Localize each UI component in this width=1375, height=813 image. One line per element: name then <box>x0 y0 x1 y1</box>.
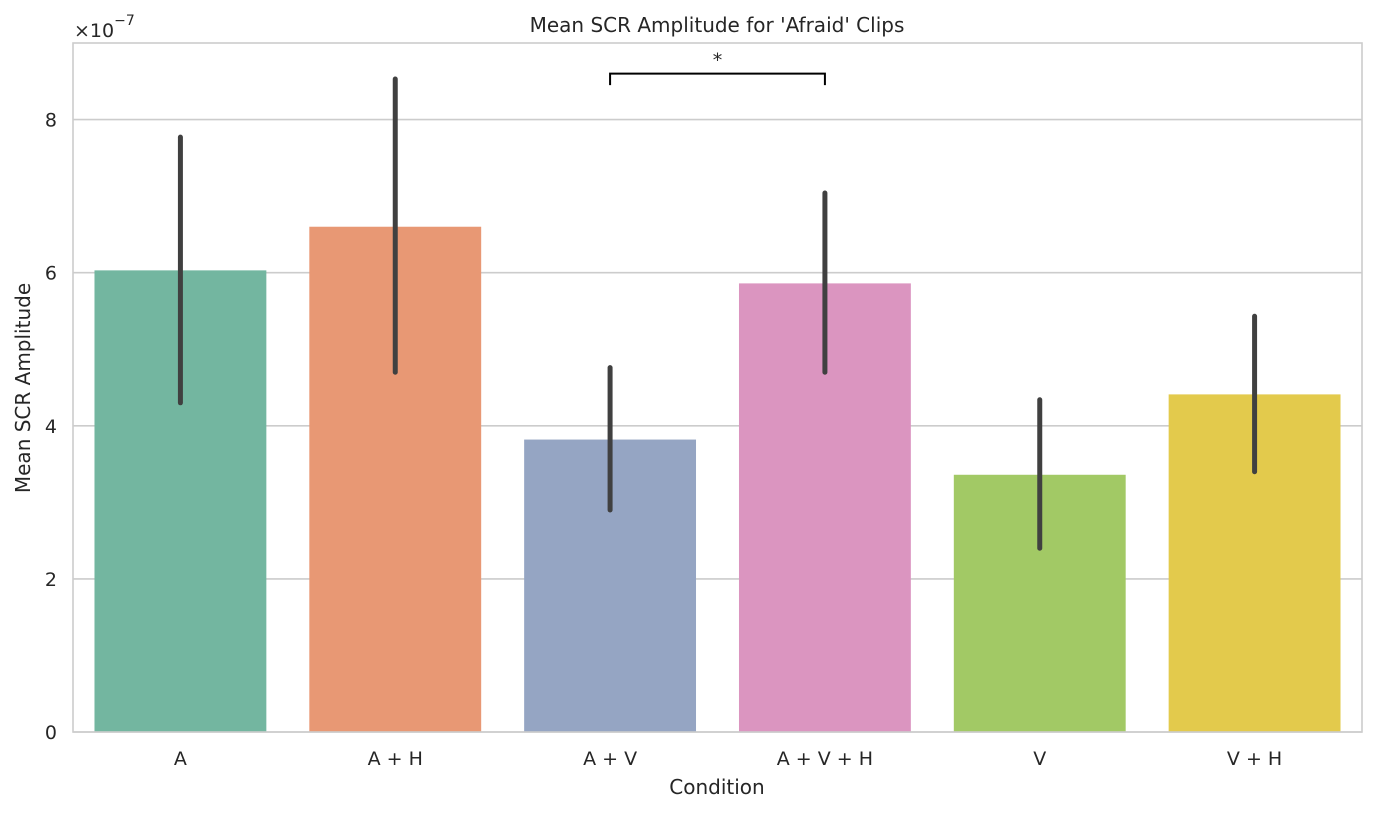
y-tick-label: 4 <box>45 416 57 438</box>
significance-annotation: * <box>609 50 826 86</box>
y-scale-exponent: −7 <box>114 13 135 29</box>
error-bars <box>177 76 1258 551</box>
y-tick-label: 0 <box>45 722 57 744</box>
significance-bracket <box>609 72 826 86</box>
y-scale-multiplier: ×10−7 <box>74 13 135 42</box>
x-tick-label: A <box>174 748 187 770</box>
x-tick-labels: A A + H A + V A + V + H V V + H <box>174 748 1282 770</box>
y-scale-base: ×10 <box>74 20 114 42</box>
y-tick-labels: 0 2 4 6 8 <box>45 110 57 744</box>
x-tick-label: A + V + H <box>777 748 873 770</box>
x-tick-label: V + H <box>1227 748 1282 770</box>
x-axis-label: Condition <box>669 775 764 799</box>
y-tick-label: 2 <box>45 569 57 591</box>
significance-star: * <box>713 50 723 72</box>
chart-title: Mean SCR Amplitude for 'Afraid' Clips <box>530 13 905 37</box>
x-tick-label: V <box>1033 748 1046 770</box>
x-tick-label: A + V <box>583 748 637 770</box>
plot-frame <box>72 42 1363 733</box>
y-tick-label: 6 <box>45 263 57 285</box>
x-tick-label: A + H <box>368 748 423 770</box>
y-axis-label: Mean SCR Amplitude <box>11 283 35 493</box>
bars <box>94 226 1341 732</box>
y-tick-label: 8 <box>45 110 57 132</box>
